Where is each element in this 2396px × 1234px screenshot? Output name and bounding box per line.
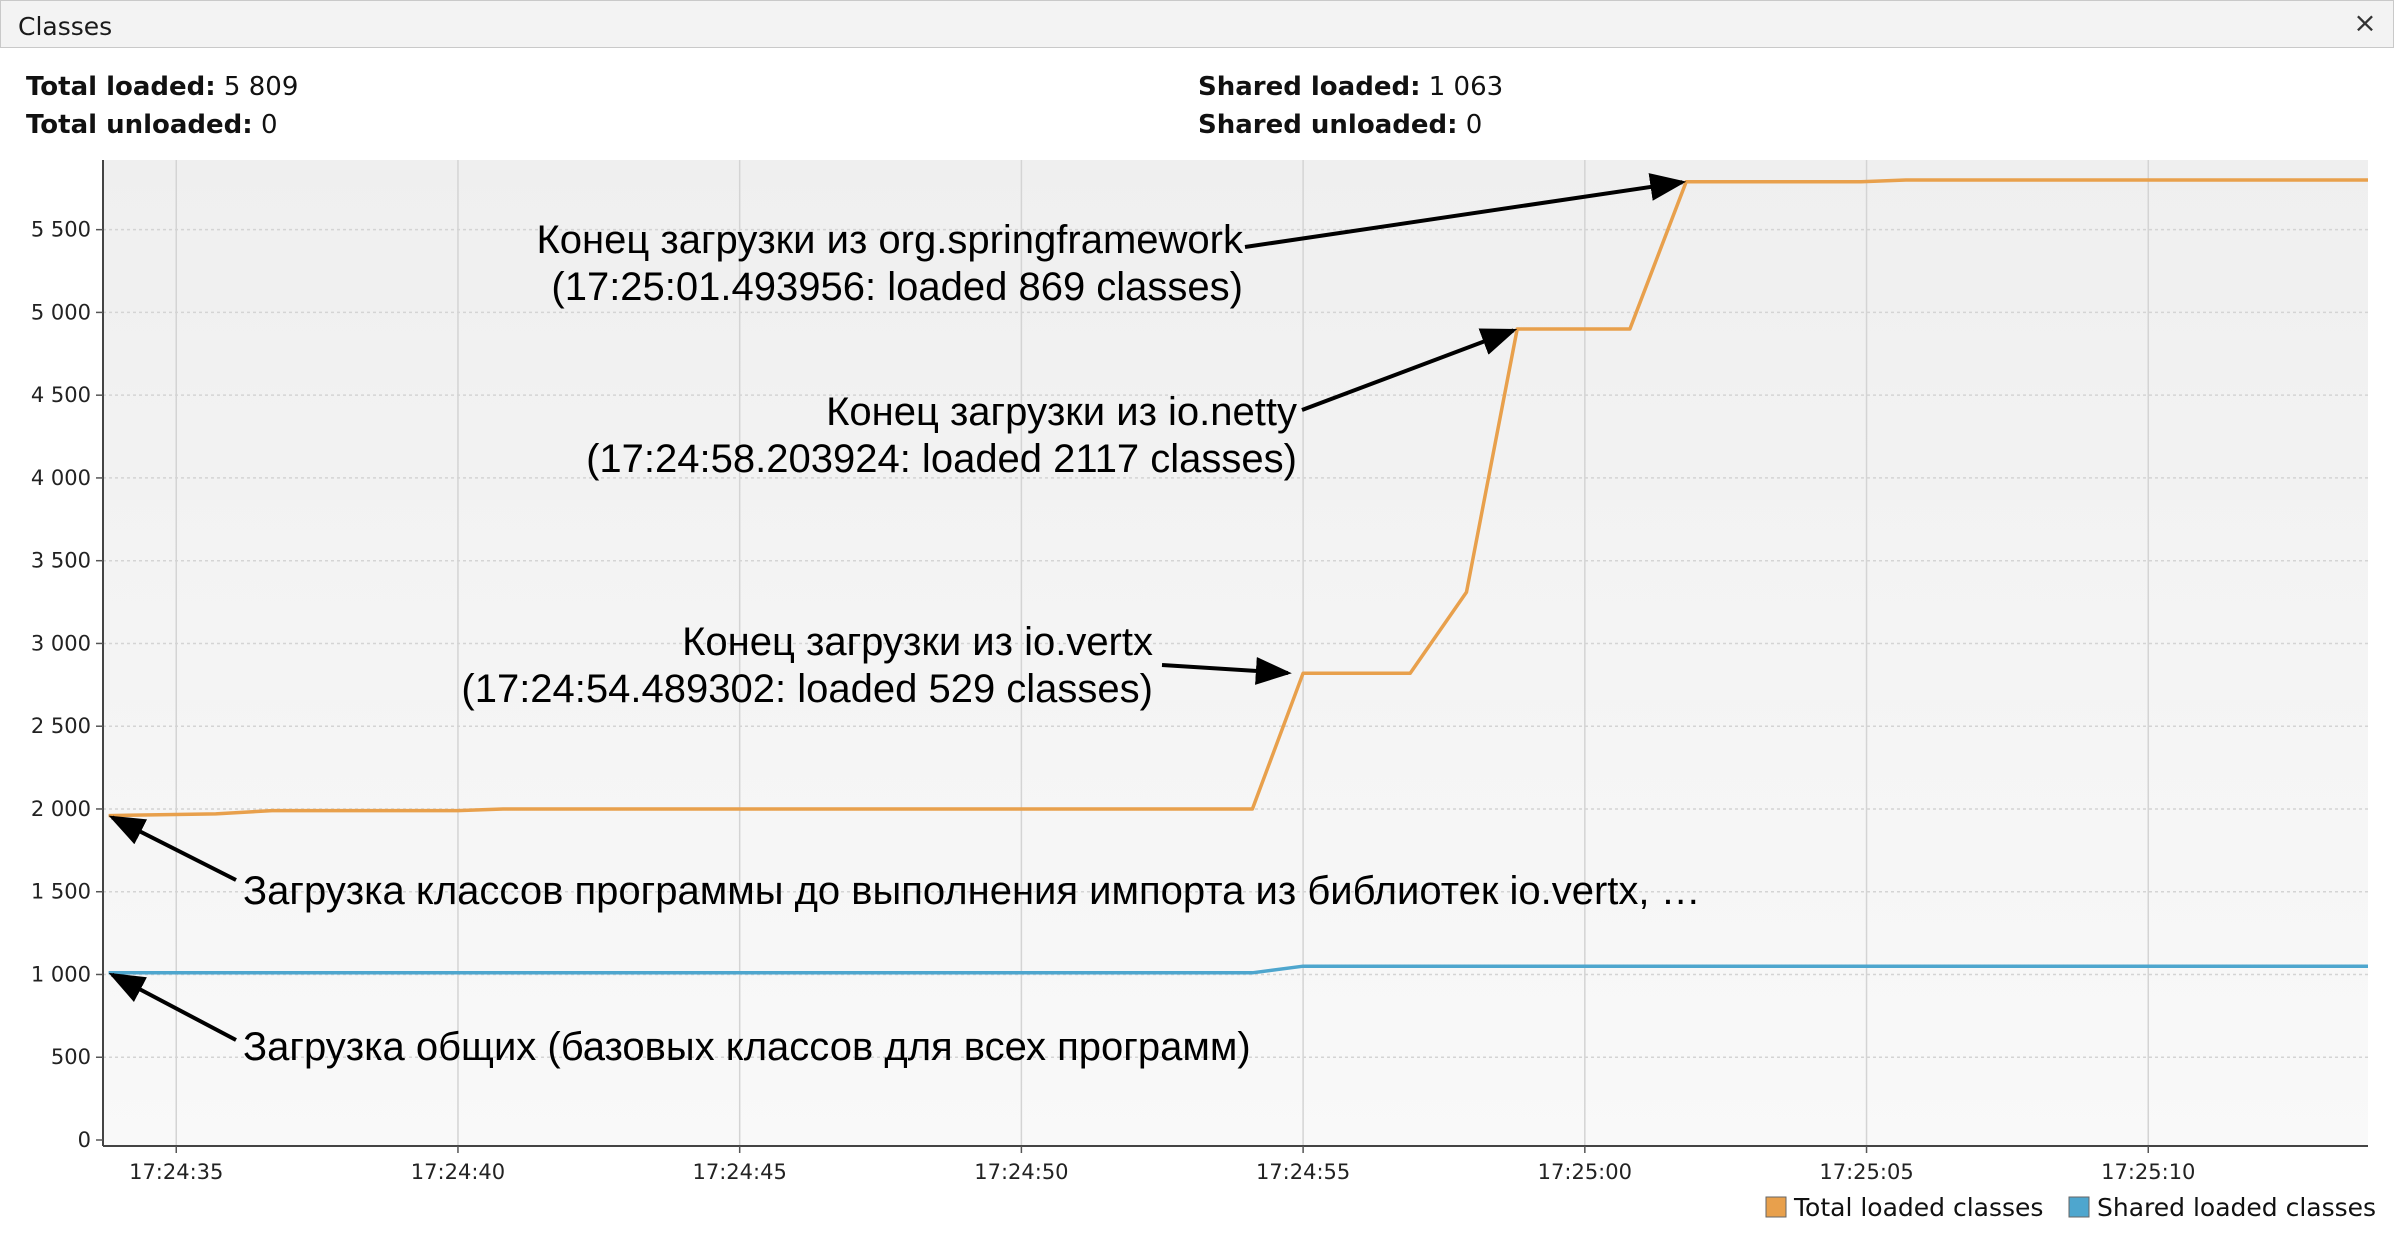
plot-area	[103, 160, 2368, 1146]
close-icon[interactable]: ×	[2353, 6, 2377, 39]
panel-title: Classes	[18, 12, 113, 41]
total-unloaded-stat: Total unloaded: 0	[26, 110, 278, 140]
annotation-text: Конец загрузки из io.netty	[826, 390, 1297, 434]
legend-label: Total loaded classes	[1793, 1193, 2043, 1222]
annotation-program-classes: Загрузка классов программы до выполнения…	[108, 815, 1701, 913]
x-tick-label: 17:25:00	[1538, 1160, 1632, 1184]
legend: Total loaded classes Shared loaded classe…	[1765, 1193, 2376, 1222]
annotation-arrow	[1301, 328, 1518, 412]
x-tick-label: 17:24:55	[1256, 1160, 1350, 1184]
y-axis-ticks: 0 500 1 000 1 500 2 000 2 500 3 000 3 500 4 000 4…	[31, 218, 103, 1152]
series-shared-loaded-line	[108, 964, 2368, 975]
total-loaded-value: 5 809	[223, 72, 299, 102]
y-tick-label: 1 000	[31, 962, 91, 986]
annotation-text: (17:24:54.489302: loaded 529 classes)	[461, 667, 1153, 711]
annotations: Конец загрузки из org.springframework(17…	[108, 173, 1701, 1069]
series-total-loaded-line	[108, 178, 2368, 818]
total-unloaded-label: Total unloaded:	[26, 110, 253, 140]
x-tick-label: 17:24:45	[693, 1160, 787, 1184]
annotation-text: (17:25:01.493956: loaded 869 classes)	[551, 265, 1243, 309]
legend-label: Shared loaded classes	[2097, 1193, 2376, 1222]
annotation-text: (17:24:58.203924: loaded 2117 classes)	[586, 437, 1297, 481]
legend-item-shared: Shared loaded classes	[2068, 1193, 2376, 1222]
grid-lines	[103, 160, 2368, 1146]
x-tick-label: 17:25:05	[1819, 1160, 1913, 1184]
annotation-text: Конец загрузки из io.vertx	[682, 620, 1153, 664]
legend-swatch	[2068, 1196, 2090, 1218]
y-tick-label: 3 500	[31, 549, 91, 573]
annotation-arrow	[108, 972, 237, 1042]
annotation-vertx: Конец загрузки из io.vertx(17:24:54.4893…	[461, 620, 1292, 711]
shared-unloaded-value: 0	[1465, 110, 1483, 140]
annotation-text: Загрузка классов программы до выполнения…	[243, 869, 1701, 913]
total-loaded-stat: Total loaded: 5 809	[26, 72, 298, 102]
total-loaded-label: Total loaded:	[26, 72, 216, 102]
shared-unloaded-label: Shared unloaded:	[1198, 110, 1458, 140]
series-lines	[108, 178, 2368, 975]
y-tick-label: 5 500	[31, 218, 91, 242]
total-unloaded-value: 0	[260, 110, 278, 140]
y-tick-label: 4 500	[31, 383, 91, 407]
x-tick-label: 17:24:40	[411, 1160, 505, 1184]
axes	[102, 160, 2368, 1147]
annotation-arrow	[1244, 173, 1687, 249]
y-tick-label: 3 000	[31, 631, 91, 655]
annotation-text: Загрузка общих (базовых классов для всех…	[243, 1025, 1251, 1069]
legend-swatch	[1765, 1196, 1787, 1218]
annotation-arrow	[108, 815, 237, 882]
y-tick-label: 2 500	[31, 714, 91, 738]
panel-title-bar: Classes ×	[0, 0, 2394, 48]
annotation-springframework: Конец загрузки из org.springframework(17…	[536, 173, 1687, 309]
shared-unloaded-stat: Shared unloaded: 0	[1198, 110, 1482, 140]
annotation-text: Конец загрузки из org.springframework	[536, 218, 1244, 262]
y-tick-label: 0	[78, 1128, 91, 1152]
legend-item-total: Total loaded classes	[1765, 1193, 2043, 1222]
x-axis-ticks: 17:24:35 17:24:40 17:24:45 17:24:50 17:24:55…	[129, 1146, 2195, 1184]
y-tick-label: 500	[51, 1045, 91, 1069]
y-tick-label: 5 000	[31, 300, 91, 324]
y-tick-label: 2 000	[31, 797, 91, 821]
shared-loaded-label: Shared loaded:	[1198, 72, 1421, 102]
x-tick-label: 17:24:50	[974, 1160, 1068, 1184]
shared-loaded-stat: Shared loaded: 1 063	[1198, 72, 1503, 102]
x-tick-label: 17:24:35	[129, 1160, 223, 1184]
annotation-netty: Конец загрузки из io.netty(17:24:58.2039…	[586, 328, 1518, 481]
shared-loaded-value: 1 063	[1428, 72, 1504, 102]
x-tick-label: 17:25:10	[2101, 1160, 2195, 1184]
y-tick-label: 4 000	[31, 466, 91, 490]
annotation-arrow	[1161, 656, 1292, 685]
annotation-shared-classes: Загрузка общих (базовых классов для всех…	[108, 972, 1251, 1069]
y-tick-label: 1 500	[31, 880, 91, 904]
